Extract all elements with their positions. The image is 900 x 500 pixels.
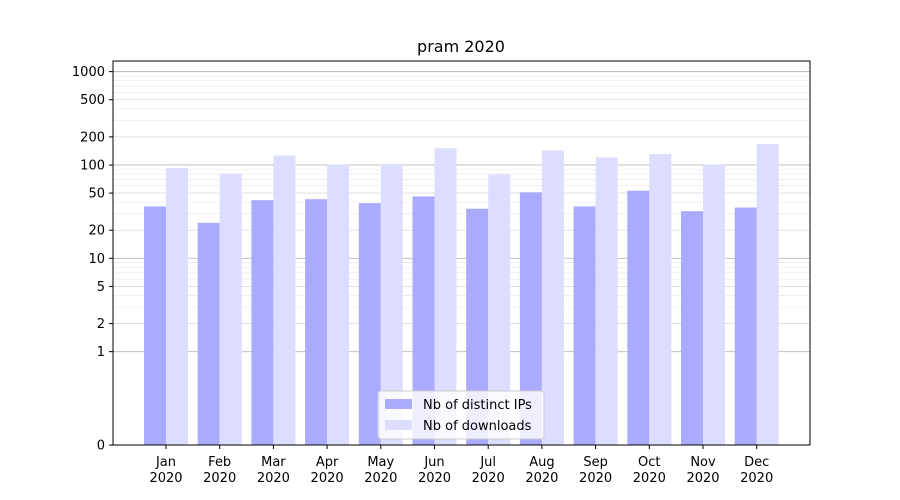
x-tick-label-month: Apr [316,455,339,470]
bar-distinct-ips [573,206,596,445]
bar-distinct-ips [251,200,274,445]
bar-distinct-ips [681,211,703,445]
legend-box [377,390,545,440]
chart-title: pram 2020 [417,37,505,56]
bar-downloads [488,174,511,446]
x-tick-label-month: Nov [690,455,716,470]
y-tick-label: 500 [80,93,105,108]
legend-label: Nb of distinct IPs [423,398,532,413]
y-tick-label: 5 [97,280,105,295]
x-tick-label-year: 2020 [257,471,290,486]
x-tick-label-month: Mar [261,455,286,470]
legend-swatch [385,420,412,430]
x-tick-label-month: Oct [638,455,660,470]
y-tick-label: 1 [97,345,105,360]
x-tick-label-year: 2020 [203,471,236,486]
x-tick-label-month: May [367,455,394,470]
bar-downloads [649,154,672,446]
legend-label: Nb of downloads [423,419,532,434]
bar-downloads [380,163,403,446]
x-tick-label-year: 2020 [149,471,182,486]
bar-distinct-ips [734,207,757,445]
x-tick-label-month: Aug [529,455,554,470]
bars [144,143,779,446]
x-tick-label-month: Sep [583,455,608,470]
legend-swatch [385,399,412,409]
bar-downloads [434,148,457,445]
y-tick-label: 200 [80,130,105,145]
bar-downloads [327,164,350,445]
y-tick-label: 20 [88,224,105,239]
bar-downloads [595,157,618,445]
bar-distinct-ips [466,208,489,445]
x-tick-label-year: 2020 [311,471,344,486]
x-axis: Jan2020Feb2020Mar2020Apr2020May2020Jun20… [149,445,773,486]
y-axis: 0 1 2 5 10 20 50 100 200 500 1000 [72,65,113,454]
bar-downloads [166,167,188,446]
x-tick-label-year: 2020 [686,471,719,486]
bar-distinct-ips [519,192,542,445]
x-tick-label-month: Jan [155,455,176,470]
bar-distinct-ips [305,199,328,445]
bar-distinct-ips [144,206,166,445]
x-tick-label-year: 2020 [525,471,558,486]
bar-distinct-ips [412,196,435,445]
y-tick-label: 100 [80,158,105,173]
x-tick-label-year: 2020 [633,471,666,486]
y-tick-label: 50 [88,187,105,202]
x-tick-label-month: Jun [423,455,444,470]
x-tick-label-month: Dec [744,455,769,470]
bar-downloads [703,164,725,445]
x-tick-label-year: 2020 [472,471,505,486]
x-tick-label-year: 2020 [418,471,451,486]
bar-downloads [273,155,296,445]
bar-distinct-ips [627,190,650,445]
x-tick-label-month: Feb [208,455,231,470]
x-tick-label-month: Jul [479,455,496,470]
bar-downloads [219,173,242,446]
y-tick-label: 1000 [72,65,105,80]
bar-distinct-ips [197,222,220,445]
x-tick-label-year: 2020 [364,471,397,486]
y-tick-label: 2 [97,317,105,332]
legend: Nb of distinct IPs Nb of downloads [377,390,545,440]
bar-distinct-ips [358,203,381,445]
x-tick-label-year: 2020 [740,471,773,486]
x-tick-label-year: 2020 [579,471,612,486]
bar-downloads [756,143,779,445]
y-tick-label: 0 [97,439,105,454]
bar-downloads [541,150,564,445]
plot-frame [112,60,811,446]
y-tick-label: 10 [88,252,105,267]
